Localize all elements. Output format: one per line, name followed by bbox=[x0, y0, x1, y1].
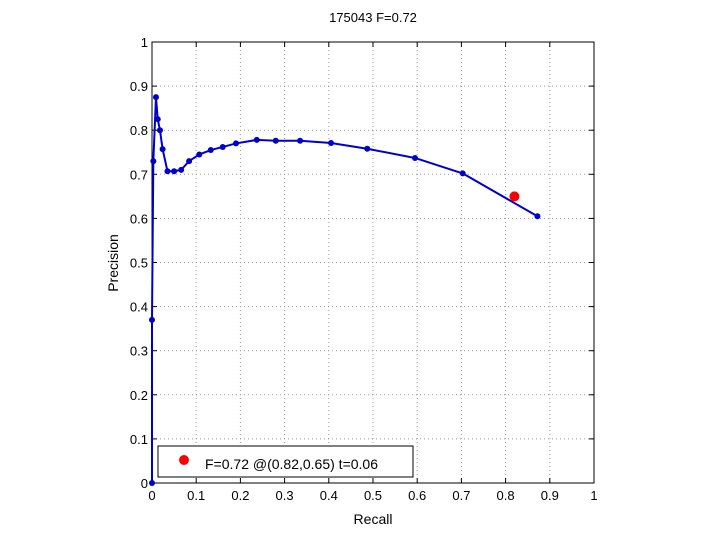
x-tick-label: 0.5 bbox=[364, 488, 382, 503]
y-tick-label: 0.7 bbox=[130, 167, 148, 182]
series-layer bbox=[149, 94, 541, 486]
pr-curve-point bbox=[156, 127, 163, 134]
pr-curve-point bbox=[152, 94, 159, 101]
x-tick-label: 0.4 bbox=[320, 488, 338, 503]
axis-ticks: 0 0.1 0.2 0.3 0.4 0.5 0.6 0.7 0.8 0.9 1 0 0.1 0.2 0.3 0… bbox=[130, 35, 598, 503]
pr-curve-point bbox=[232, 140, 239, 147]
pr-curve-point bbox=[253, 136, 260, 143]
x-tick-label: 0.7 bbox=[452, 488, 470, 503]
x-tick-label: 0.1 bbox=[187, 488, 205, 503]
pr-curve-point bbox=[149, 316, 155, 323]
y-tick-label: 0.9 bbox=[130, 79, 148, 94]
pr-curve-point bbox=[196, 151, 203, 158]
y-tick-label: 0.2 bbox=[130, 388, 148, 403]
pr-curve-point bbox=[159, 146, 166, 153]
legend-label: F=0.72 @(0.82,0.65) t=0.06 bbox=[205, 456, 378, 472]
x-tick-label: 0.8 bbox=[497, 488, 515, 503]
best-f-marker bbox=[509, 191, 520, 202]
pr-curve-point bbox=[154, 116, 161, 123]
legend: F=0.72 @(0.82,0.65) t=0.06 bbox=[157, 445, 414, 478]
grid-lines bbox=[152, 42, 594, 483]
pr-curve-point bbox=[297, 137, 304, 144]
legend-box bbox=[157, 445, 414, 478]
pr-curve-point bbox=[164, 168, 171, 175]
x-tick-label: 0.2 bbox=[231, 488, 249, 503]
pr-curve-point bbox=[149, 480, 155, 486]
chart-title: 175043 F=0.72 bbox=[329, 10, 417, 25]
pr-curve-point bbox=[178, 166, 185, 173]
y-tick-label: 0.5 bbox=[130, 256, 148, 271]
pr-curve-point bbox=[186, 158, 193, 165]
legend-marker-icon bbox=[179, 455, 189, 465]
pr-curve-point bbox=[364, 145, 371, 152]
y-tick-label: 0.8 bbox=[130, 123, 148, 138]
pr-curve-line bbox=[151, 96, 538, 483]
x-tick-label: 0.3 bbox=[276, 488, 294, 503]
pr-curve-point bbox=[171, 168, 178, 175]
x-axis-label: Recall bbox=[354, 511, 393, 527]
y-tick-label: 0.6 bbox=[130, 211, 148, 226]
x-tick-label: 1 bbox=[590, 488, 597, 503]
pr-curve-point bbox=[150, 158, 157, 165]
y-tick-label: 0 bbox=[141, 476, 148, 491]
pr-curve-point bbox=[207, 147, 214, 154]
pr-curve-point bbox=[411, 154, 418, 161]
y-tick-label: 0.1 bbox=[130, 432, 148, 447]
pr-curve-point bbox=[272, 137, 279, 144]
x-tick-label: 0.9 bbox=[541, 488, 559, 503]
pr-curve-point bbox=[459, 170, 466, 177]
y-tick-label: 0.4 bbox=[130, 300, 148, 315]
x-tick-label: 0 bbox=[148, 488, 155, 503]
pr-curve-point bbox=[219, 143, 226, 150]
pr-curve-point bbox=[328, 139, 335, 146]
x-tick-label: 0.6 bbox=[408, 488, 426, 503]
y-tick-label: 1 bbox=[141, 35, 148, 50]
y-axis-label: Precision bbox=[105, 234, 121, 292]
pr-curve-point bbox=[534, 213, 541, 220]
y-tick-label: 0.3 bbox=[130, 344, 148, 359]
